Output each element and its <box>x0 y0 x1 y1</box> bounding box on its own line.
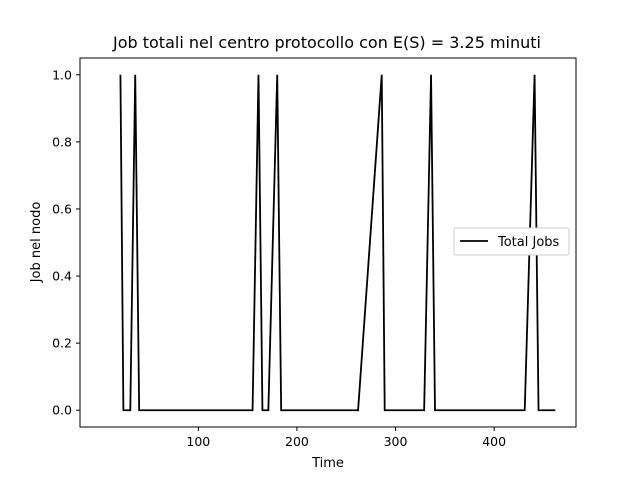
x-axis-label: Time <box>311 456 344 471</box>
y-tick-label-2: 0.4 <box>52 269 72 284</box>
series-line-0 <box>119 74 556 412</box>
x-axis: 100 200 300 400 <box>186 427 506 449</box>
chart-title: Job totali nel centro protocollo con E(S… <box>112 33 541 52</box>
x-tick-label-0: 100 <box>186 434 210 449</box>
y-tick-label-1: 0.2 <box>52 336 72 351</box>
y-tick-label-3: 0.6 <box>52 201 72 216</box>
y-tick-label-4: 0.8 <box>52 134 72 149</box>
x-tick-label-3: 400 <box>482 434 506 449</box>
y-axis-label: Job nel nodo <box>29 202 44 284</box>
legend-box <box>453 227 570 256</box>
legend-label-total-jobs: Total Jobs <box>497 235 560 250</box>
y-axis: 0.0 0.2 0.4 0.6 0.8 1.0 <box>52 67 80 418</box>
x-tick-label-2: 300 <box>384 434 408 449</box>
legend: Total Jobs <box>453 227 570 256</box>
y-tick-label-5: 1.0 <box>52 67 72 82</box>
axes-frame <box>79 57 577 428</box>
plot-area <box>119 74 556 412</box>
x-tick-label-1: 200 <box>285 434 309 449</box>
y-tick-label-0: 0.0 <box>52 403 72 418</box>
